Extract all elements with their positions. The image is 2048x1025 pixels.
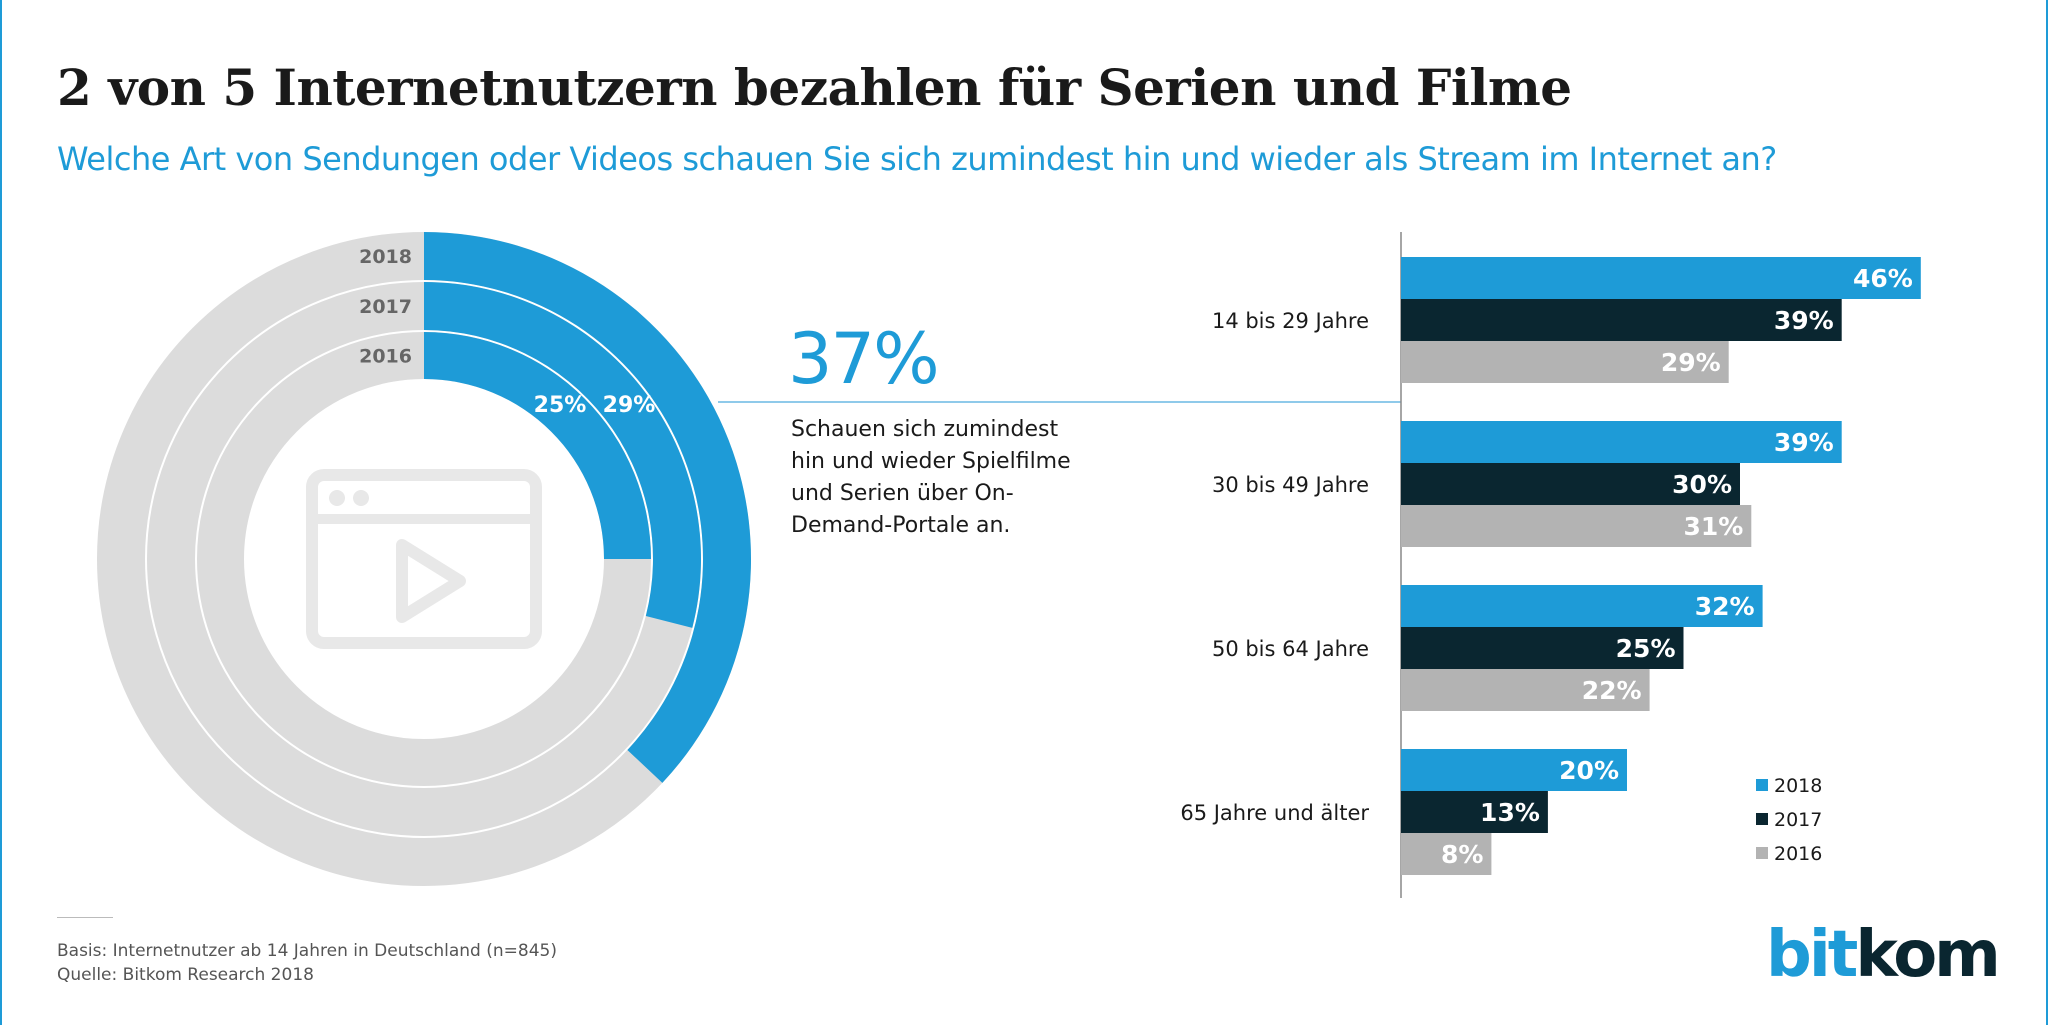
bar-2018 [1401,749,1627,791]
bar-value-label: 46% [1853,264,1913,293]
ring-arc-2017 [424,282,701,628]
footer-source: Quelle: Bitkom Research 2018 [57,965,314,985]
bar-value-label: 32% [1695,592,1755,621]
bar-value-label: 8% [1441,840,1483,869]
ring-year-label: 2017 [359,296,412,318]
legend-swatch-2017 [1756,813,1768,825]
bar-2018 [1401,421,1842,463]
bar-2016 [1401,833,1492,875]
bar-2017 [1401,791,1548,833]
bar-value-label: 20% [1559,756,1619,785]
bar-2016 [1401,669,1650,711]
bar-2016 [1401,341,1729,383]
ring-arc-2018 [424,232,752,783]
category-label: 65 Jahre und älter [1180,801,1369,825]
bar-value-label: 22% [1582,676,1642,705]
bar-2017 [1401,463,1740,505]
bar-value-label: 30% [1672,470,1732,499]
video-player-icon [306,469,542,649]
legend-label: 2016 [1774,843,1822,865]
category-label: 50 bis 64 Jahre [1212,637,1369,661]
ring-value-label: 25% [534,393,587,418]
ring-year-label: 2016 [359,346,412,368]
ring-year-label: 2018 [359,246,412,268]
highlight-description: Schauen sich zumindest hin und wieder Sp… [791,417,1071,538]
footer-divider [57,917,113,918]
icon-dot [353,490,369,506]
category-label: 30 bis 49 Jahre [1212,473,1369,497]
legend-swatch-2018 [1756,779,1768,791]
icon-dot [329,490,345,506]
bar-value-label: 39% [1774,306,1834,335]
bar-2017 [1401,299,1842,341]
legend-swatch-2016 [1756,847,1768,859]
ring-value-label: 29% [603,393,656,418]
bar-2016 [1401,505,1752,547]
category-label: 14 bis 29 Jahre [1212,309,1369,333]
bar-value-label: 39% [1774,428,1834,457]
footer-basis: Basis: Internetnutzer ab 14 Jahren in De… [57,941,557,961]
bar-2017 [1401,627,1684,669]
highlight-value: 37% [788,318,940,400]
bar-value-label: 25% [1616,634,1676,663]
logo-part-bit: bit [1766,918,1858,992]
logo-part-kom: kom [1855,918,2000,992]
legend-label: 2018 [1774,775,1822,797]
icon-play-triangle [396,539,466,623]
ring-arc-2016 [424,332,651,559]
bitkom-logo: bitkom [1766,918,2001,992]
icon-window-frame [306,469,542,649]
bar-value-label: 13% [1480,798,1540,827]
bar-value-label: 31% [1683,512,1743,541]
legend-label: 2017 [1774,809,1822,831]
chart-title: 2 von 5 Internetnutzern bezahlen für Ser… [57,58,1572,117]
chart-subtitle: Welche Art von Sendungen oder Videos sch… [57,140,1777,178]
bar-2018 [1401,257,1921,299]
bar-2018 [1401,585,1763,627]
bar-value-label: 29% [1661,348,1721,377]
